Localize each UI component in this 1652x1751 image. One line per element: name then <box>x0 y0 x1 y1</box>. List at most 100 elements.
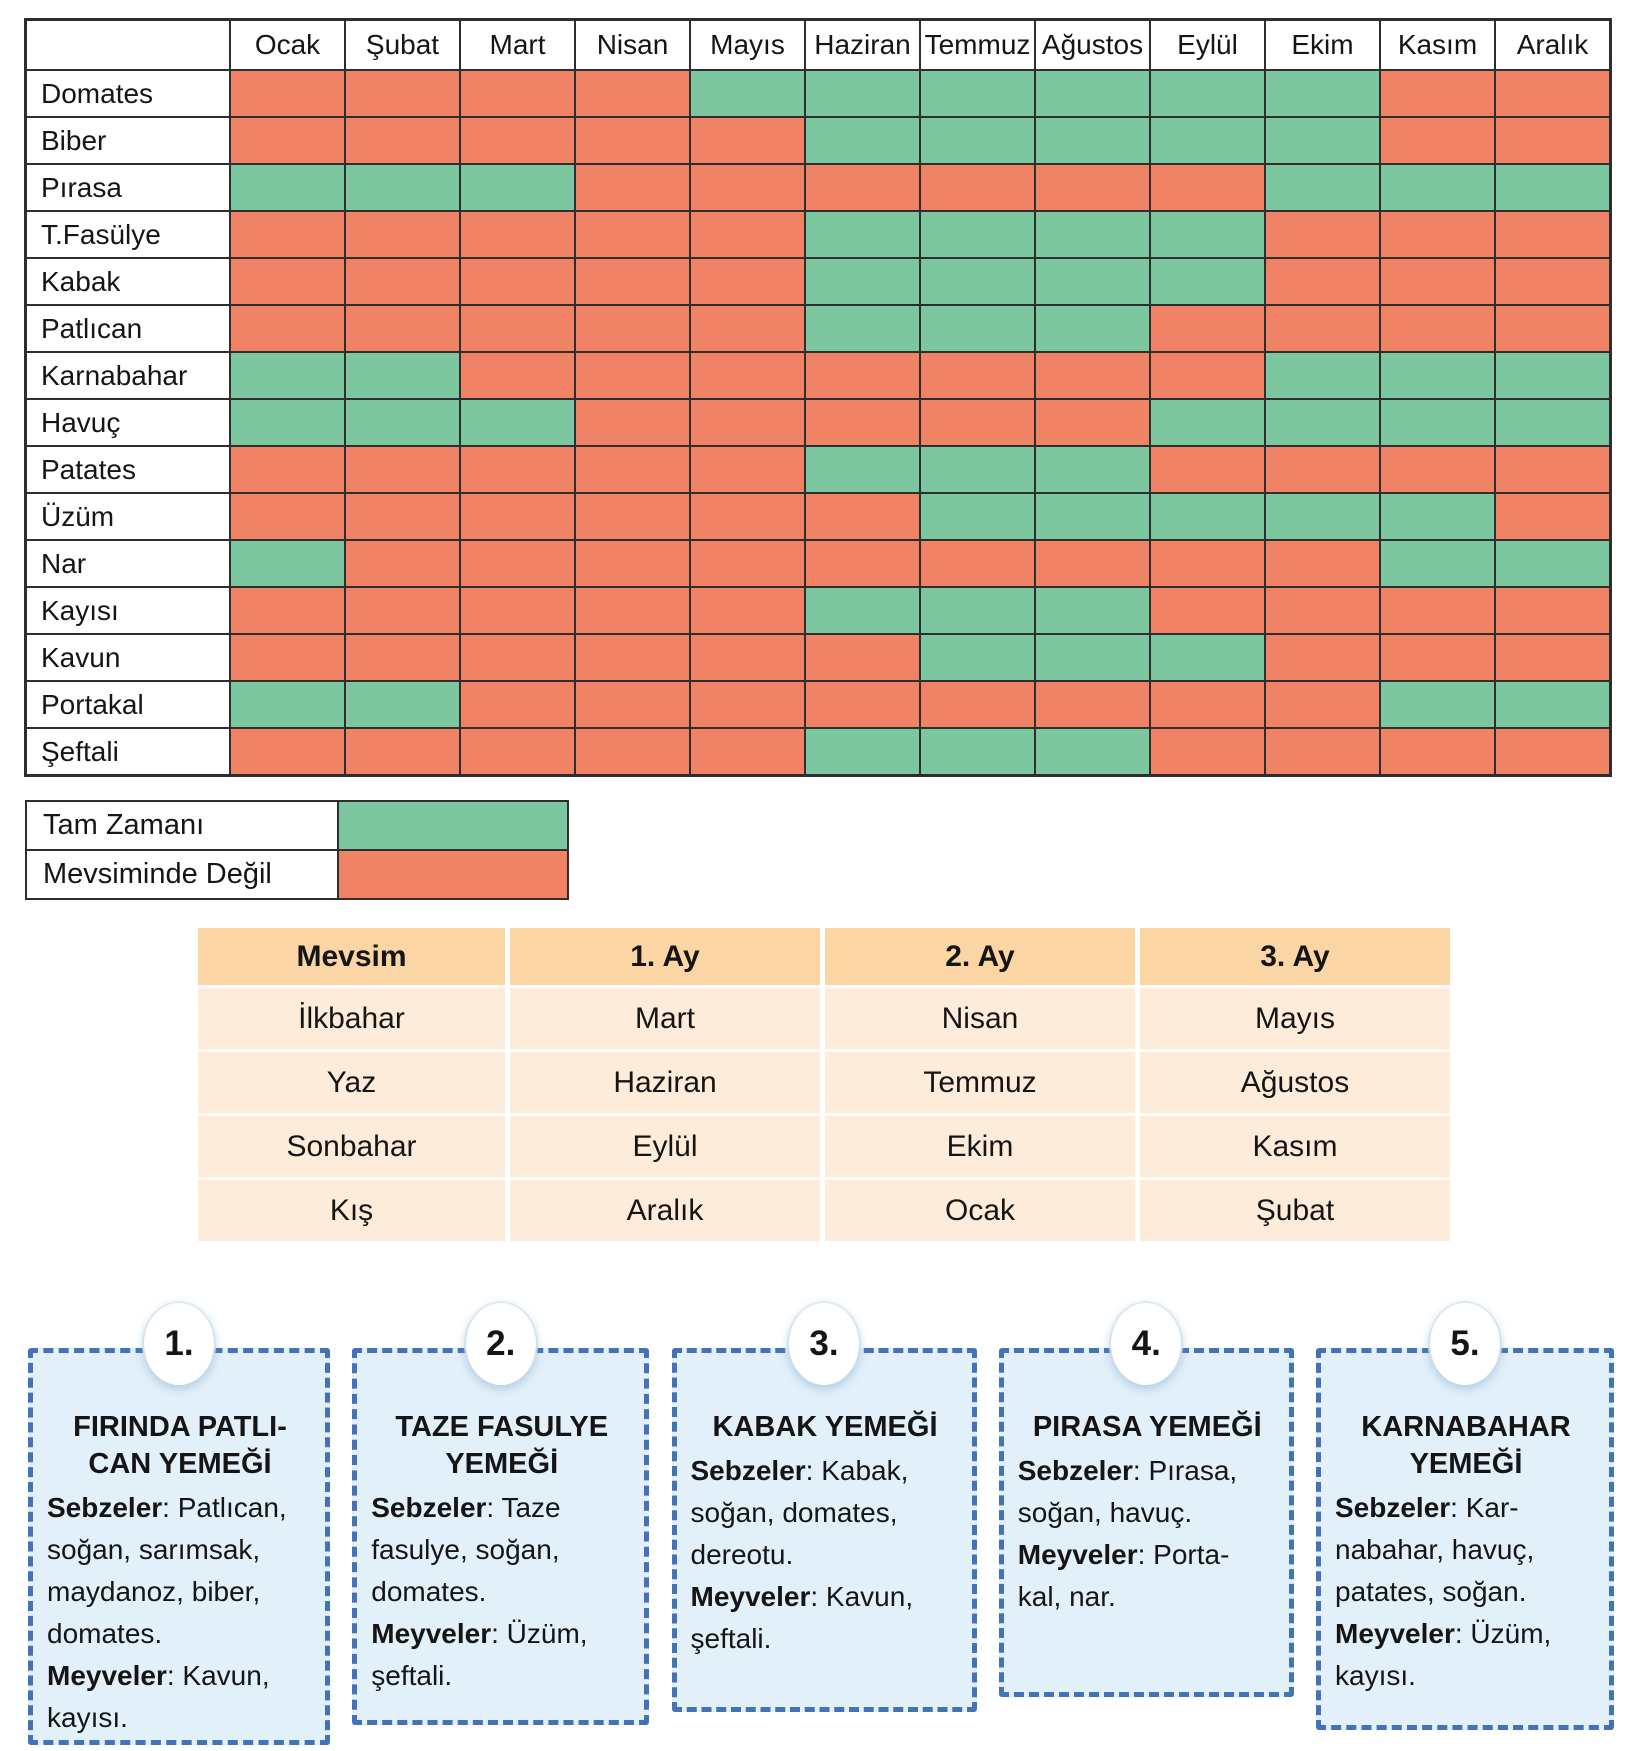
calendar-cell-in-season <box>1266 118 1379 163</box>
calendar-row-label: Patlıcan <box>27 306 229 351</box>
calendar-cell-out-of-season <box>1496 494 1609 539</box>
calendar-month-header: Ekim <box>1266 21 1379 69</box>
calendar-cell-out-of-season <box>691 541 804 586</box>
calendar-cell-out-of-season <box>576 306 689 351</box>
calendar-row-label: Nar <box>27 541 229 586</box>
calendar-cell-in-season <box>231 165 344 210</box>
calendar-cell-in-season <box>806 118 919 163</box>
calendar-cell-out-of-season <box>576 588 689 633</box>
calendar-cell-in-season <box>691 71 804 116</box>
calendar-cell-out-of-season <box>806 400 919 445</box>
recipe-fruits-text: : Üzüm, şeftali. <box>371 1618 588 1692</box>
calendar-cell-out-of-season <box>1151 165 1264 210</box>
calendar-cell-in-season <box>1496 165 1609 210</box>
calendar-cell-out-of-season <box>1266 447 1379 492</box>
seasons-header-cell: 3. Ay <box>1140 928 1450 985</box>
calendar-row-label: Patates <box>27 447 229 492</box>
calendar-cell-in-season <box>1381 353 1494 398</box>
calendar-cell-out-of-season <box>576 682 689 727</box>
calendar-cell-out-of-season <box>1496 729 1609 774</box>
calendar-cell-in-season <box>1496 541 1609 586</box>
calendar-cell-out-of-season <box>576 259 689 304</box>
calendar-cell-in-season <box>921 494 1034 539</box>
calendar-cell-out-of-season <box>1036 400 1149 445</box>
calendar-cell-in-season <box>921 447 1034 492</box>
seasons-cell: Mayıs <box>1140 988 1450 1049</box>
calendar-cell-out-of-season <box>346 212 459 257</box>
calendar-cell-in-season <box>921 212 1034 257</box>
calendar-cell-in-season <box>231 400 344 445</box>
calendar-cell-out-of-season <box>461 259 574 304</box>
calendar-cell-out-of-season <box>1496 212 1609 257</box>
calendar-cell-out-of-season <box>691 447 804 492</box>
calendar-cell-out-of-season <box>576 165 689 210</box>
seasons-cell: Ocak <box>825 1180 1135 1241</box>
calendar-cell-in-season <box>1266 494 1379 539</box>
calendar-cell-out-of-season <box>461 353 574 398</box>
seasons-cell: İlkbahar <box>198 988 505 1049</box>
calendar-cell-in-season <box>921 71 1034 116</box>
seasons-cell: Ağustos <box>1140 1052 1450 1113</box>
calendar-cell-in-season <box>806 729 919 774</box>
calendar-cell-out-of-season <box>691 635 804 680</box>
recipe-vegetables: Sebzeler: Kabak, soğan, domates, dereotu… <box>691 1450 960 1576</box>
calendar-month-header: Nisan <box>576 21 689 69</box>
calendar-cell-out-of-season <box>576 635 689 680</box>
calendar-cell-in-season <box>231 682 344 727</box>
calendar-cell-in-season <box>1496 400 1609 445</box>
calendar-cell-in-season <box>1381 682 1494 727</box>
calendar-cell-out-of-season <box>461 588 574 633</box>
recipe-vegetables-label: Sebzeler <box>1017 1455 1133 1487</box>
calendar-cell-out-of-season <box>1381 635 1494 680</box>
calendar-row-label: Kabak <box>27 259 229 304</box>
calendar-cell-out-of-season <box>691 729 804 774</box>
calendar-cell-out-of-season <box>1496 306 1609 351</box>
calendar-cell-in-season <box>1496 682 1609 727</box>
calendar-cell-in-season <box>461 165 574 210</box>
calendar-cell-out-of-season <box>1266 729 1379 774</box>
calendar-cell-in-season <box>1266 400 1379 445</box>
seasons-cell: Nisan <box>825 988 1135 1049</box>
calendar-cell-in-season <box>1496 353 1609 398</box>
calendar-cell-out-of-season <box>231 259 344 304</box>
calendar-cell-out-of-season <box>806 494 919 539</box>
calendar-cell-in-season <box>1151 118 1264 163</box>
calendar-row-label: Kayısı <box>27 588 229 633</box>
calendar-cell-out-of-season <box>346 118 459 163</box>
calendar-cell-in-season <box>921 118 1034 163</box>
calendar-cell-in-season <box>1266 353 1379 398</box>
calendar-cell-out-of-season <box>691 306 804 351</box>
recipe-vegetables: Sebzeler: Pırasa, soğan, havuç. <box>1018 1450 1277 1534</box>
seasons-header-cell: Mevsim <box>198 928 505 985</box>
calendar-cell-out-of-season <box>1496 588 1609 633</box>
recipe-cards: 1. FIRINDA PATLI- CAN YEMEĞİ Sebzeler: Pat… <box>28 1303 1614 1745</box>
calendar-cell-out-of-season <box>576 71 689 116</box>
calendar-corner-cell <box>27 21 229 69</box>
calendar-cell-out-of-season <box>1266 541 1379 586</box>
calendar-cell-in-season <box>1151 400 1264 445</box>
calendar-cell-out-of-season <box>806 682 919 727</box>
calendar-cell-in-season <box>806 259 919 304</box>
calendar-month-header: Temmuz <box>921 21 1034 69</box>
calendar-cell-out-of-season <box>461 682 574 727</box>
recipe-vegetables-label: Sebzeler <box>690 1455 806 1487</box>
calendar-cell-out-of-season <box>806 541 919 586</box>
calendar-cell-out-of-season <box>231 729 344 774</box>
calendar-cell-out-of-season <box>1151 729 1264 774</box>
calendar-cell-out-of-season <box>231 494 344 539</box>
calendar-cell-out-of-season <box>1381 306 1494 351</box>
calendar-cell-out-of-season <box>1151 353 1264 398</box>
calendar-cell-out-of-season <box>231 118 344 163</box>
seasons-cell: Eylül <box>510 1116 820 1177</box>
recipe-vegetables-label: Sebzeler <box>1335 1492 1451 1524</box>
recipe-fruits-text: : Kavun, kayısı. <box>47 1660 270 1734</box>
calendar-month-header: Aralık <box>1496 21 1609 69</box>
calendar-cell-in-season <box>1036 306 1149 351</box>
calendar-cell-out-of-season <box>346 541 459 586</box>
calendar-cell-out-of-season <box>806 353 919 398</box>
seasons-header-cell: 2. Ay <box>825 928 1135 985</box>
calendar-row-label: Domates <box>27 71 229 116</box>
calendar-cell-in-season <box>1036 212 1149 257</box>
calendar-cell-out-of-season <box>1151 682 1264 727</box>
calendar-row-label: Portakal <box>27 682 229 727</box>
